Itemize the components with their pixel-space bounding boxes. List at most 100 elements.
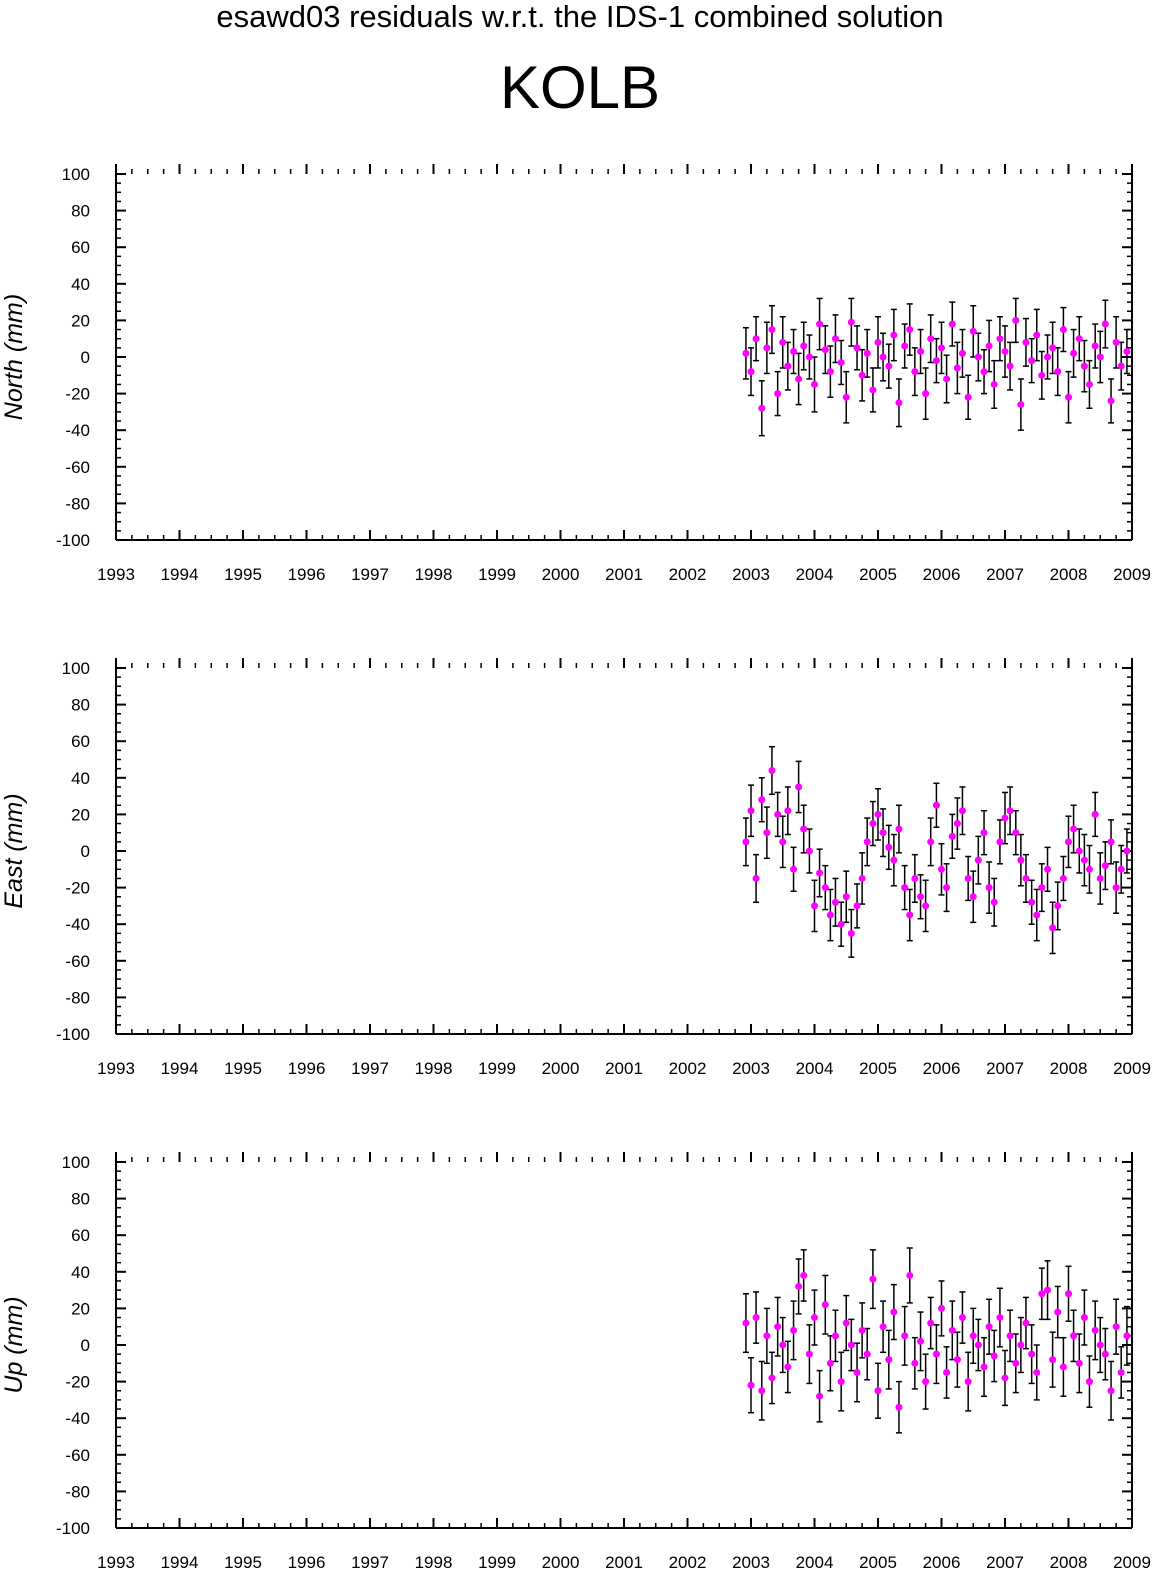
x-tick-label: 2008 (1050, 1059, 1088, 1078)
data-point (790, 1326, 798, 1334)
data-point (927, 1319, 935, 1327)
data-point (964, 393, 972, 401)
data-point (858, 1326, 866, 1334)
y-tick-label: 40 (71, 1263, 90, 1282)
data-point (1123, 1332, 1131, 1340)
data-point (906, 1271, 914, 1279)
data-point (842, 1319, 850, 1327)
x-tick-label: 2006 (923, 565, 961, 584)
x-tick-label: 1994 (161, 1059, 199, 1078)
data-point (1107, 1387, 1115, 1395)
x-tick-label: 1996 (288, 1553, 326, 1572)
data-point (958, 349, 966, 357)
x-tick-label: 2001 (605, 1553, 643, 1572)
data-point (885, 1356, 893, 1364)
data-point (795, 783, 803, 791)
y-tick-label: 20 (71, 805, 90, 824)
x-tick-label: 2009 (1113, 1553, 1151, 1572)
y-tick-label: 100 (62, 165, 90, 184)
data-point (932, 801, 940, 809)
data-point (879, 1323, 887, 1331)
data-point (1096, 353, 1104, 361)
data-point (1049, 1356, 1057, 1364)
data-point (922, 902, 930, 910)
series-up (742, 1247, 1131, 1434)
data-point (1085, 865, 1093, 873)
data-point (980, 829, 988, 837)
y-tick-label: 0 (81, 1336, 90, 1355)
data-point (911, 1359, 919, 1367)
data-point (1054, 902, 1062, 910)
y-tick-label: 20 (71, 311, 90, 330)
y-tick-label: 60 (71, 1226, 90, 1245)
x-tick-label: 2007 (986, 1059, 1024, 1078)
data-point (1101, 1350, 1109, 1358)
data-point (774, 810, 782, 818)
y-tick-label: 60 (71, 732, 90, 751)
x-tick-label: 2002 (669, 1553, 707, 1572)
data-point (779, 338, 787, 346)
y-tick-label: 80 (71, 202, 90, 221)
data-point (1038, 884, 1046, 892)
x-tick-label: 1995 (224, 565, 262, 584)
data-point (879, 353, 887, 361)
y-tick-label: -60 (65, 1446, 90, 1465)
data-point (768, 326, 776, 334)
x-tick-label: 2007 (986, 1553, 1024, 1572)
x-tick-label: 2000 (542, 1059, 580, 1078)
data-point (790, 865, 798, 873)
data-point (1123, 847, 1131, 855)
data-point (874, 810, 882, 818)
x-tick-label: 2005 (859, 1059, 897, 1078)
data-point (927, 838, 935, 846)
data-point (858, 874, 866, 882)
x-tick-label: 1998 (415, 1553, 453, 1572)
data-point (932, 357, 940, 365)
data-point (964, 874, 972, 882)
data-point (1022, 338, 1030, 346)
data-point (927, 335, 935, 343)
data-point (1065, 1290, 1072, 1298)
data-point (1012, 829, 1020, 837)
x-tick-label: 2003 (732, 1059, 770, 1078)
y-tick-label: -80 (65, 988, 90, 1007)
data-point (1075, 1359, 1083, 1367)
data-point (980, 368, 988, 376)
data-point (1033, 331, 1041, 339)
series-east (742, 745, 1131, 958)
series-north (742, 297, 1131, 437)
x-tick-label: 2005 (859, 1553, 897, 1572)
data-point (974, 1341, 982, 1349)
y-axis-title: East (mm) (0, 793, 28, 908)
data-point (831, 1332, 839, 1340)
x-tick-label: 2003 (732, 1553, 770, 1572)
data-point (1107, 838, 1115, 846)
data-point (853, 902, 861, 910)
data-point (816, 1392, 824, 1400)
y-tick-label: 100 (62, 659, 90, 678)
x-tick-label: 2006 (923, 1553, 961, 1572)
data-point (1054, 1308, 1062, 1316)
data-point (1070, 825, 1078, 833)
y-tick-label: -100 (56, 531, 90, 550)
data-point (758, 1387, 766, 1395)
data-point (863, 838, 871, 846)
x-tick-label: 1993 (97, 565, 135, 584)
data-point (847, 1341, 855, 1349)
data-point (964, 1378, 972, 1386)
data-point (1096, 1341, 1104, 1349)
data-point (800, 1271, 808, 1279)
data-point (811, 380, 818, 388)
data-point (917, 348, 925, 356)
y-tick-label: -100 (56, 1025, 90, 1044)
data-point (1028, 898, 1036, 906)
data-point (969, 1332, 977, 1340)
x-tick-label: 2006 (923, 1059, 961, 1078)
data-point (985, 1323, 993, 1331)
data-point (938, 344, 945, 352)
data-point (1096, 874, 1104, 882)
data-point (752, 874, 760, 882)
x-tick-label: 2008 (1050, 1553, 1088, 1572)
data-point (906, 911, 914, 919)
figure-title: esawd03 residuals w.r.t. the IDS-1 combi… (216, 0, 944, 34)
